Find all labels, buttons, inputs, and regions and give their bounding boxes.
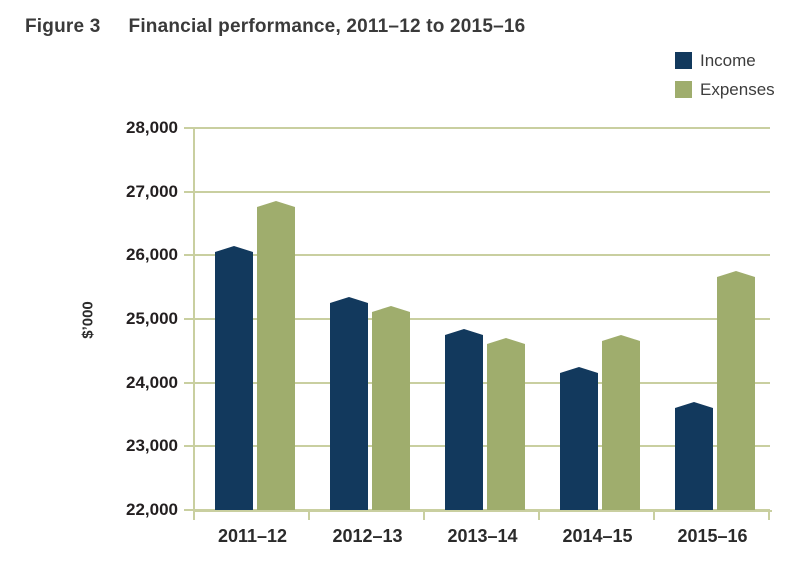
y-tick-mark — [184, 254, 195, 256]
x-tick-label: 2014–15 — [562, 526, 633, 546]
bar-expenses-2013–14 — [487, 338, 525, 510]
bar-expenses-2015–16 — [717, 271, 755, 510]
gridline-27,000 — [195, 191, 770, 193]
bar-income-2012–13 — [330, 297, 368, 510]
y-tick-label: 22,000 — [126, 500, 178, 519]
y-tick-mark — [184, 127, 195, 129]
legend-label-expenses: Expenses — [700, 80, 775, 99]
figure-title-text: Financial performance, 2011–12 to 2015–1… — [128, 16, 526, 37]
y-tick-label: 24,000 — [126, 373, 178, 392]
figure-label: Figure 3 — [25, 16, 101, 37]
legend-item-income: Income — [675, 52, 775, 69]
gridline-26,000 — [195, 254, 770, 256]
x-tick-mark — [423, 512, 425, 520]
legend-item-expenses: Expenses — [675, 81, 775, 98]
y-tick-mark — [184, 509, 195, 511]
gridline-25,000 — [195, 318, 770, 320]
legend: Income Expenses — [675, 52, 775, 110]
x-tick-mark — [538, 512, 540, 520]
y-tick-mark — [184, 318, 195, 320]
gridline-28,000 — [195, 127, 770, 129]
x-tick-mark — [193, 512, 195, 520]
y-tick-mark — [184, 382, 195, 384]
y-axis-line — [193, 128, 195, 510]
x-tick-mark — [653, 512, 655, 520]
x-tick-label: 2012–13 — [332, 526, 403, 546]
bar-income-2015–16 — [675, 402, 713, 510]
x-tick-label: 2011–12 — [217, 526, 288, 546]
y-tick-mark — [184, 445, 195, 447]
x-tick-label: 2015–16 — [677, 526, 748, 546]
expenses-swatch-icon — [675, 81, 692, 98]
bar-income-2014–15 — [560, 367, 598, 510]
y-tick-label: 26,000 — [126, 245, 178, 264]
y-tick-mark — [184, 191, 195, 193]
y-tick-label: 27,000 — [126, 182, 178, 201]
bar-income-2011–12 — [215, 246, 253, 510]
x-tick-mark — [768, 512, 770, 520]
figure-title: Figure 3 Financial performance, 2011–12 t… — [25, 16, 525, 38]
income-swatch-icon — [675, 52, 692, 69]
bar-expenses-2014–15 — [602, 335, 640, 510]
y-tick-label: 28,000 — [126, 118, 178, 137]
bar-income-2013–14 — [445, 329, 483, 510]
x-tick-label: 2013–14 — [447, 526, 518, 546]
bar-expenses-2011–12 — [257, 201, 295, 510]
x-tick-mark — [308, 512, 310, 520]
legend-label-income: Income — [700, 51, 756, 70]
y-tick-label: 23,000 — [126, 436, 178, 455]
y-tick-label: 25,000 — [126, 309, 178, 328]
bar-expenses-2012–13 — [372, 306, 410, 510]
x-axis-line — [193, 510, 772, 512]
